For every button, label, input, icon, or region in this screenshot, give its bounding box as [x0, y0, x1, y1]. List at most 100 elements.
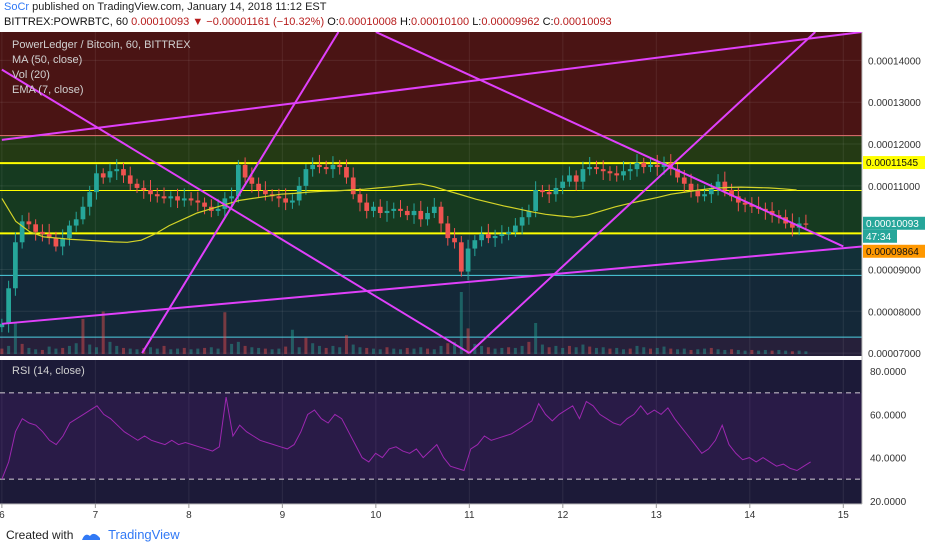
volume-bar	[351, 344, 355, 354]
volume-bar	[426, 348, 430, 354]
candle-body	[735, 196, 741, 203]
indicator-ema[interactable]: EMA (7, close)	[12, 84, 84, 96]
rsi-axis[interactable]: 80.0000 60.0000 40.0000 20.0000	[870, 367, 907, 508]
volume-bar	[649, 348, 653, 354]
volume-bar	[182, 347, 186, 354]
time-axis[interactable]: 6 7 8 9 10 11 12 13 14 15	[0, 504, 849, 521]
price-label-text: 0.00009864	[866, 247, 919, 258]
volume-bar	[608, 348, 612, 354]
candle-body	[202, 202, 207, 207]
candle-body	[573, 175, 579, 182]
candle-body	[438, 206, 444, 224]
candle-body	[600, 169, 606, 172]
candle-body	[506, 231, 511, 234]
price-tick-label: 0.00013000	[868, 98, 921, 109]
volume-bar	[270, 349, 274, 354]
candle-body	[276, 196, 282, 199]
volume-bar	[507, 347, 511, 354]
volume-bar	[446, 343, 450, 354]
volume-bar	[500, 347, 504, 354]
ma-line	[1, 183, 797, 243]
volume-bar	[290, 329, 294, 354]
candle-body	[141, 187, 147, 191]
volume-bar	[804, 351, 808, 354]
candle-body	[729, 190, 734, 197]
low-label: L:	[472, 16, 482, 28]
candle-body	[458, 242, 464, 272]
candle-body	[263, 190, 268, 195]
last-price: 0.00010093	[131, 16, 190, 28]
volume-bar	[743, 350, 747, 354]
volume-bar	[385, 347, 389, 354]
candle-body	[472, 240, 478, 249]
candle-body	[195, 200, 201, 203]
volume-bar	[74, 343, 78, 354]
rsi-title[interactable]: RSI (14, close)	[12, 365, 85, 377]
volume-bar	[392, 348, 396, 354]
candle-body	[715, 181, 721, 188]
candle-body	[242, 164, 248, 178]
candle-body	[121, 169, 126, 176]
volume-bar	[621, 349, 625, 354]
candle-body	[546, 192, 552, 195]
rsi-tick-label: 80.0000	[870, 367, 907, 378]
candle-body	[168, 196, 174, 199]
open-label: O:	[327, 16, 339, 28]
volume-bar	[223, 312, 227, 354]
candle-body	[614, 173, 620, 176]
indicator-vol[interactable]: Vol (20)	[12, 69, 50, 81]
candle-body	[607, 171, 613, 174]
price-axis[interactable]: 0.00014000 0.00013000 0.00012000 0.00011000…	[868, 56, 921, 360]
indicator-ma[interactable]: MA (50, close)	[12, 54, 82, 66]
trend-lines[interactable]	[1, 32, 862, 354]
volume-bar	[581, 344, 585, 354]
tradingview-link[interactable]: TradingView	[108, 527, 180, 542]
candle-body	[675, 169, 680, 178]
candle-body	[371, 206, 376, 211]
volume-bar	[189, 349, 193, 354]
zone-2	[0, 163, 862, 234]
candle-body	[175, 196, 180, 201]
candle-body	[749, 204, 755, 207]
volume-bar	[405, 347, 409, 354]
close-label: C:	[542, 16, 554, 28]
volume-bar	[642, 347, 646, 354]
author-name[interactable]: SoCr	[4, 1, 30, 13]
volume-bar	[709, 347, 713, 354]
candle-body	[235, 164, 241, 197]
volume-bar	[480, 345, 484, 354]
time-tick-label: 7	[93, 510, 99, 521]
candle-body	[452, 238, 457, 243]
publish-info: SoCr published on TradingView.com, Janua…	[4, 1, 326, 13]
time-tick-label: 14	[744, 510, 756, 521]
candle-body	[127, 175, 133, 184]
candle-body	[722, 181, 728, 191]
volume-bar	[365, 347, 369, 354]
candle-body	[418, 210, 424, 220]
candle-body	[13, 242, 18, 289]
volume-bar	[297, 347, 301, 354]
candle-body	[654, 164, 660, 168]
volume-bar	[574, 347, 578, 354]
trading-chart[interactable]: 0.00014000 0.00013000 0.00012000 0.00011000…	[0, 32, 932, 522]
volume-bar	[7, 345, 11, 354]
time-tick-label: 8	[186, 510, 192, 521]
volume-bar	[34, 349, 38, 354]
candle-body	[411, 210, 417, 216]
candle-body	[87, 192, 93, 207]
volume-bar	[554, 345, 558, 354]
price-tick-label: 0.00009000	[868, 265, 921, 276]
candle-body	[540, 190, 545, 193]
volume-bar	[250, 347, 254, 354]
candle-body	[404, 210, 410, 216]
volume-bar	[358, 347, 362, 354]
volume-bar	[128, 348, 132, 354]
candle-body	[19, 221, 25, 243]
volume-bar	[540, 344, 544, 354]
candle-body	[479, 233, 484, 241]
candle-body	[256, 183, 261, 191]
volume-bar	[203, 347, 207, 354]
candle-body	[80, 206, 86, 220]
time-tick-label: 12	[557, 510, 569, 521]
volume-bars	[0, 292, 808, 354]
